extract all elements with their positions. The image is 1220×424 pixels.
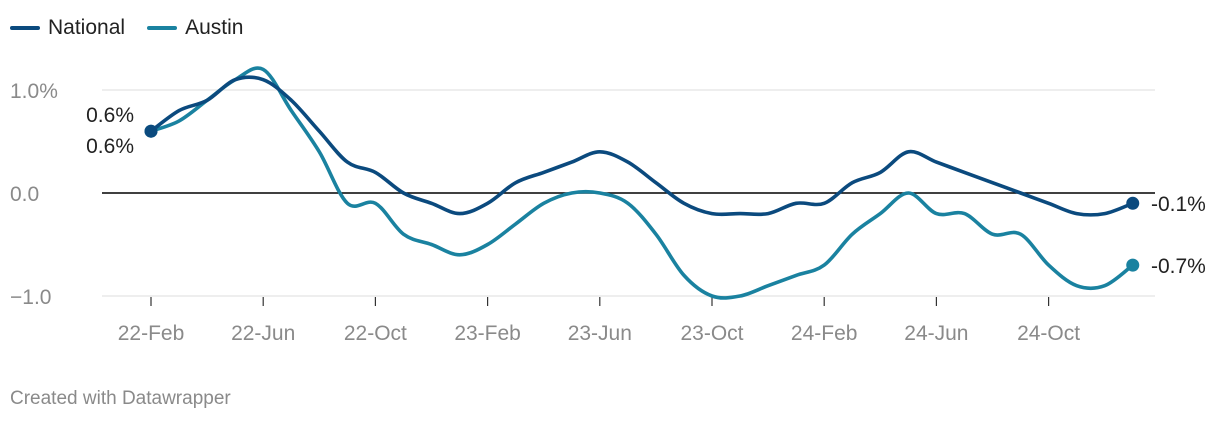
start-label-austin: 0.6%: [86, 135, 134, 158]
x-axis: 22-Feb 22-Jun 22-Oct 23-Feb 23-Jun 23-Oct 24-F…: [118, 297, 1080, 345]
line-chart: 1.0% 0.0 −1.0 22-Feb 22-Jun 22-Oct 23-Feb 23-J…: [10, 66, 1206, 345]
end-point-austin: [1126, 258, 1140, 272]
legend-swatch-national: [10, 26, 40, 30]
y-tick-label: 0.0: [10, 183, 39, 206]
y-tick-label: −1.0: [10, 286, 51, 309]
y-tick-label: 1.0%: [10, 80, 58, 103]
legend-label-austin: Austin: [185, 16, 244, 39]
x-tick-label: 24-Feb: [791, 322, 858, 345]
start-point-national: [144, 124, 158, 138]
start-label-national: 0.6%: [86, 104, 134, 127]
x-tick-label: 23-Oct: [680, 322, 743, 345]
x-tick-label: 22-Oct: [344, 322, 407, 345]
x-tick-label: 23-Feb: [454, 322, 521, 345]
series-line-austin: [149, 66, 1135, 300]
x-tick-label: 22-Feb: [118, 322, 185, 345]
chart-lines: [144, 66, 1140, 300]
end-label-national: -0.1%: [1151, 193, 1206, 216]
legend-item-national: National: [10, 16, 125, 40]
x-tick-label: 22-Jun: [231, 322, 295, 345]
chart-legend: National Austin: [10, 16, 243, 40]
x-tick-label: 23-Jun: [568, 322, 632, 345]
end-label-austin: -0.7%: [1151, 255, 1206, 278]
x-tick-label: 24-Oct: [1017, 322, 1080, 345]
legend-label-national: National: [48, 16, 126, 39]
series-line-national: [149, 75, 1135, 217]
legend-item-austin: Austin: [147, 16, 243, 40]
end-point-national: [1126, 196, 1140, 210]
x-tick-label: 24-Jun: [904, 322, 968, 345]
chart-grid: 1.0% 0.0 −1.0: [10, 80, 1155, 309]
chart-annotations: 0.6% 0.6% -0.1% -0.7%: [86, 104, 1206, 278]
legend-swatch-austin: [147, 26, 178, 30]
credit-text: Created with Datawrapper: [10, 388, 231, 409]
